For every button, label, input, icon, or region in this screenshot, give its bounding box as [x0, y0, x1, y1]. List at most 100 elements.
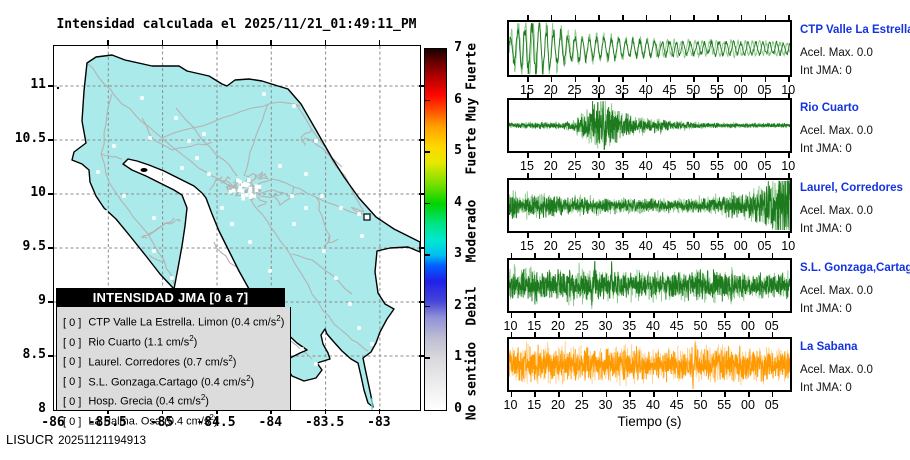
waveform-tick-bottom — [645, 153, 648, 158]
waveform-tick-bottom — [717, 233, 719, 238]
legend-close: ) — [213, 415, 218, 428]
station-marker — [187, 139, 191, 143]
waveform-tick-bottom — [574, 77, 576, 82]
waveform-tick-top — [717, 173, 719, 178]
waveform-tick-top — [510, 253, 512, 258]
waveform-tick-top — [788, 173, 790, 178]
legend-intensity-tag: [ 0 ] — [63, 376, 82, 389]
station-marker — [230, 222, 234, 226]
legend-sup: 2 — [228, 353, 233, 363]
road-path — [272, 186, 295, 206]
waveform-tick-label: 25 — [574, 319, 589, 333]
waveform-tick-label: 45 — [669, 319, 684, 333]
footer-code: 20251121194913 — [58, 435, 146, 447]
waveform-tick-top — [622, 93, 624, 98]
waveform-tick-bottom — [740, 233, 743, 238]
map-y-tick-label: 8.5 — [22, 347, 46, 362]
seismogram-canvas — [509, 180, 790, 231]
waveform-tick-label: 05 — [764, 398, 779, 412]
waveform-tick-bottom — [605, 313, 607, 318]
legend-intensity-tag: [ 0 ] — [63, 356, 82, 369]
waveform-tick-top — [574, 93, 576, 98]
map-x-tick-label: -83.5 — [305, 415, 345, 430]
station-marker — [254, 188, 259, 192]
road-path — [253, 171, 269, 181]
legend-close: ) — [280, 316, 285, 329]
legend-intensity-tag: [ 0 ] — [63, 415, 82, 428]
waveform-tick-label: 00 — [741, 398, 755, 412]
waveform-tick-bottom — [693, 233, 695, 238]
station-marker — [278, 164, 282, 168]
waveform-tick-label: 50 — [693, 398, 708, 412]
waveform-tick-bottom — [598, 153, 600, 158]
waveform-tick-bottom — [748, 313, 750, 318]
station-marker — [304, 172, 308, 176]
road-path — [148, 254, 165, 263]
map-tick-right — [419, 139, 424, 141]
waveform-tick-bottom — [693, 153, 695, 158]
waveform-tick-top — [581, 253, 584, 258]
map-x-tick-label: -83 — [367, 415, 391, 430]
map-title: Intensidad calculada el 2025/11/21_01:49… — [56, 17, 417, 32]
waveform-tick-label: 40 — [646, 319, 660, 333]
map-tick-top — [216, 40, 218, 45]
waveform-tick-label: 25 — [567, 159, 582, 173]
map-tick-top — [324, 40, 327, 45]
waveform-tick-bottom — [700, 313, 702, 318]
colorbar-tickmark — [425, 202, 430, 205]
map-tick-left — [48, 301, 53, 303]
colorbar-tick-label: 4 — [454, 194, 462, 210]
legend-close: ) — [193, 336, 198, 349]
station-marker — [257, 185, 262, 189]
waveform-tick-label: 30 — [598, 319, 613, 333]
map-tick-top — [378, 40, 381, 45]
waveform-tick-label: 55 — [710, 239, 724, 253]
legend-sup: 2 — [209, 413, 214, 423]
waveform-tick-top — [771, 253, 774, 258]
colorbar-tick-label: 0 — [454, 401, 462, 416]
colorbar-category-label: Fuerte — [464, 127, 480, 175]
epicenter-marker — [363, 213, 371, 221]
road-path — [161, 101, 301, 139]
waveform-tick-top — [629, 332, 631, 337]
waveform-tick-label: 20 — [543, 239, 558, 253]
station-marker — [248, 190, 252, 194]
waveform-tick-bottom — [527, 153, 529, 158]
waveform-tick-label: 05 — [757, 239, 772, 253]
station-name-label: Rio Cuarto — [800, 102, 859, 114]
road-path — [175, 107, 238, 177]
map-tick-top — [161, 40, 164, 45]
waveform-tick-label: 15 — [520, 159, 534, 173]
station-marker — [292, 222, 296, 226]
waveform-tick-label: 35 — [615, 159, 629, 173]
station-jma-label: Int JMA: 0 — [800, 223, 852, 235]
station-jma-label: Int JMA: 0 — [800, 303, 852, 315]
waveform-tick-bottom — [574, 153, 576, 158]
road-path — [327, 235, 339, 244]
colorbar-tick-label: 3 — [454, 246, 462, 262]
waveform-tick-top — [527, 173, 529, 178]
station-marker — [152, 216, 156, 220]
colorbar-tickmark — [425, 99, 430, 102]
colorbar-category-label: Muy Fuerte — [464, 42, 480, 121]
legend-sup: 2 — [189, 333, 194, 343]
waveform-tick-bottom — [724, 313, 726, 318]
waveform-tick-label: 30 — [598, 398, 613, 412]
road-path — [257, 189, 303, 197]
waveform-tick-bottom — [550, 233, 553, 238]
waveform-tick-label: 15 — [527, 398, 542, 412]
legend-station-row: [ 0 ] S.L. Gonzaga.Cartago (0.4 cm/s2) — [63, 371, 290, 391]
station-marker — [238, 179, 242, 184]
station-marker — [122, 194, 126, 198]
legend-station-row: [ 0 ] Rio Cuarto (1.1 cm/s2) — [63, 331, 290, 351]
station-marker — [254, 184, 259, 188]
waveform-tick-label: 15 — [520, 83, 534, 97]
station-marker — [300, 347, 304, 351]
waveform-tick-bottom — [581, 313, 584, 318]
map-x-tick-label: -84.5 — [196, 415, 236, 430]
station-marker — [243, 181, 247, 186]
waveform-trace — [509, 260, 790, 306]
colorbar-tick-label: 1 — [454, 349, 462, 365]
waveform-tick-label: 40 — [638, 159, 653, 173]
